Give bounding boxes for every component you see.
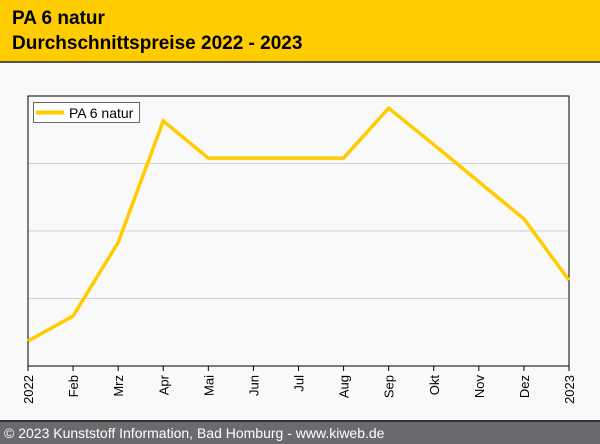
x-tick-label: Apr xyxy=(156,374,171,395)
legend-box xyxy=(33,102,140,123)
x-tick-label: Jul xyxy=(292,375,307,392)
copyright-footer: © 2023 Kunststoff Information, Bad Hombu… xyxy=(0,420,600,444)
x-tick-label: Mai xyxy=(201,375,216,396)
line-chart: 2022 Feb Mrz Apr Mai Jun Jul Aug Sep Okt Nov Dez 202… xyxy=(21,95,577,404)
x-tick-label: Jun xyxy=(246,375,261,396)
x-tick-label: Aug xyxy=(337,375,352,398)
chart-header: PA 6 natur Durchschnittspreise 2022 - 20… xyxy=(0,0,600,63)
x-tick-label: 2022 xyxy=(21,375,36,404)
x-tick-label: 2023 xyxy=(562,375,577,404)
x-tick-label: Nov xyxy=(472,375,487,399)
x-tick-label: Okt xyxy=(427,375,442,396)
x-tick-label: Sep xyxy=(382,375,397,398)
legend-label: PA 6 natur xyxy=(69,105,134,121)
chart-title: PA 6 natur xyxy=(12,8,105,29)
x-tick-label: Mrz xyxy=(111,375,126,397)
chart-subtitle: Durchschnittspreise 2022 - 2023 xyxy=(12,33,303,54)
x-tick-label: Feb xyxy=(66,375,81,397)
x-tick-label: Dez xyxy=(517,375,532,398)
